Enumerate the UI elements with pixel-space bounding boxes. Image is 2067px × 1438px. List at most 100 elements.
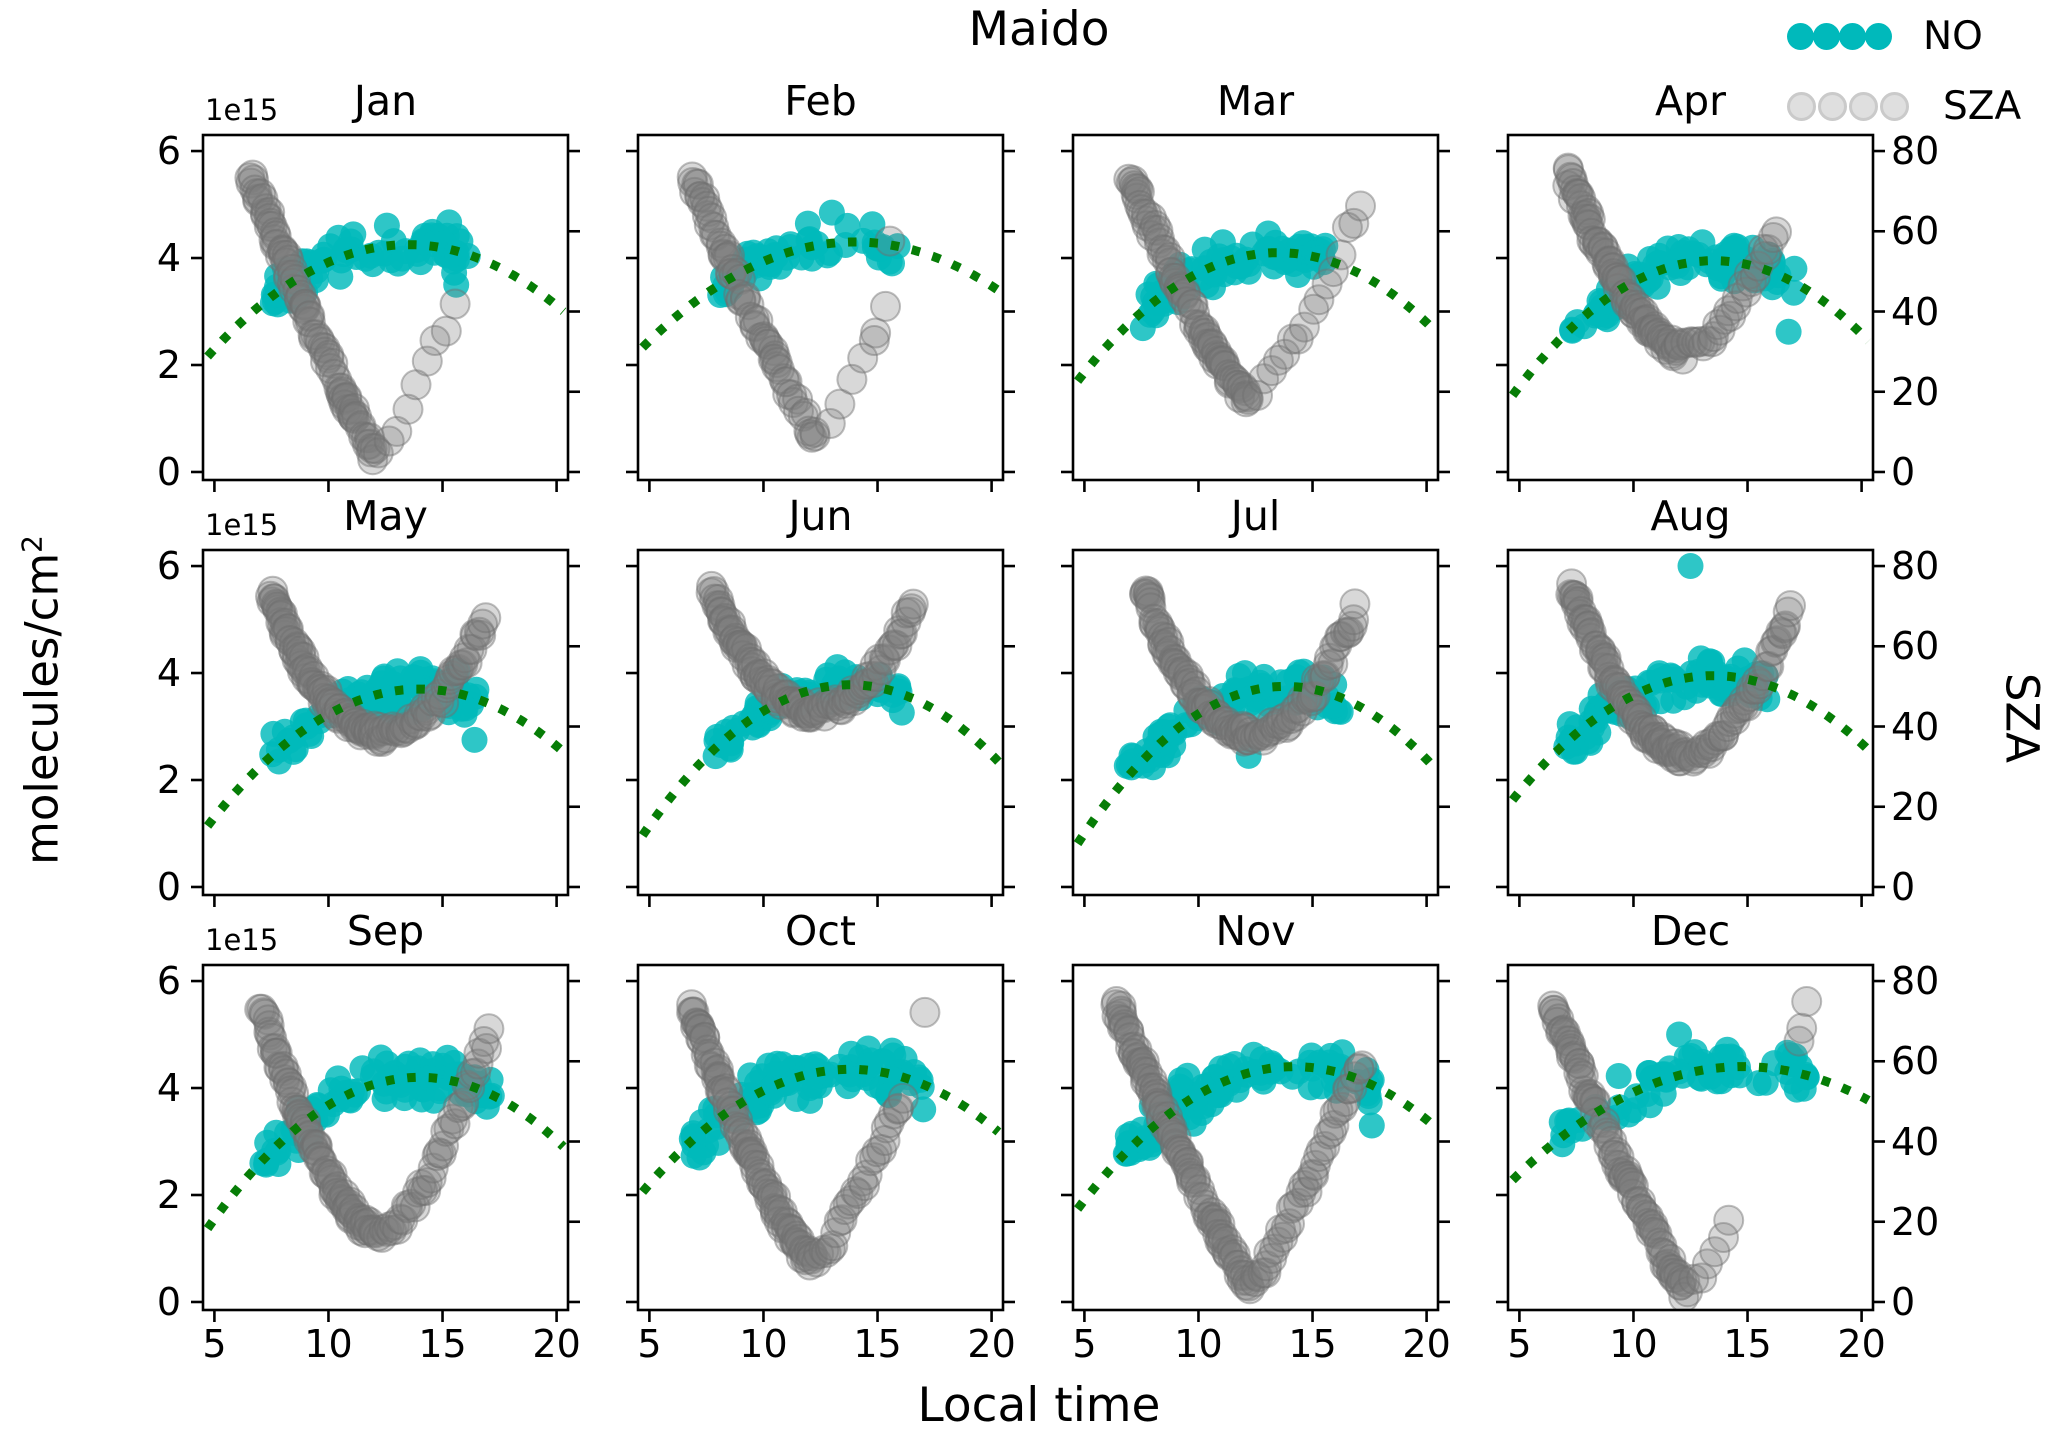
axes-frame: [1506, 548, 1875, 897]
axes-frame: [1506, 963, 1875, 1312]
sza-dot-icon: [1818, 92, 1847, 121]
sza-scatter: [1129, 575, 1371, 757]
x-tick-label: 20: [1402, 1322, 1451, 1366]
subplot-title: Apr: [1655, 77, 1726, 125]
plot-area: [1496, 133, 1885, 492]
no-dot-icon: [1813, 23, 1840, 50]
subplot-jun: Jun: [626, 492, 1015, 907]
y-axis-label-right: SZA: [1995, 672, 2049, 764]
data-layer: [204, 159, 567, 476]
y-right-tick-label: 0: [1891, 864, 1916, 909]
no-fit-curve: [1073, 681, 1437, 847]
offset-text: 1e15: [205, 93, 279, 127]
y-tick-label: 0: [156, 1279, 181, 1324]
x-tick-label: 20: [967, 1322, 1016, 1366]
no-fit-curve: [1509, 1062, 1871, 1184]
no-fit-curve: [638, 680, 1002, 838]
offset-text: 1e15: [205, 508, 279, 542]
legend-label-sza: SZA: [1943, 84, 2022, 129]
subplot-jul: Jul: [1061, 492, 1450, 907]
sza-dot-icon: [1787, 92, 1816, 121]
sza-scatter: [676, 161, 906, 453]
x-axis-label: Local time: [917, 1378, 1161, 1433]
axes-frame: [201, 133, 570, 482]
x-tick-label: 5: [1507, 1322, 1532, 1366]
y-tick-label: 6: [156, 544, 181, 589]
axes-frame: [201, 548, 570, 897]
subplot-title: Aug: [1650, 492, 1731, 540]
y-right-tick-label: 40: [1891, 1119, 1940, 1164]
no-fit-curve: [1074, 248, 1437, 384]
axis-ticks: [1061, 979, 1450, 1322]
subplot-title: Dec: [1650, 907, 1731, 955]
subplot-title: Oct: [785, 907, 856, 955]
axis-ticks: [626, 149, 1015, 492]
axes-frame: [201, 963, 570, 1312]
y-right-tick-label: 80: [1891, 129, 1940, 174]
no-fit-curve: [204, 684, 567, 829]
legend-label-no: NO: [1923, 14, 1983, 59]
axes-frame: [1071, 963, 1440, 1312]
no-fit-curve: [203, 1072, 567, 1232]
sza-scatter: [1100, 986, 1378, 1305]
x-tick-label: 20: [532, 1322, 581, 1366]
axes-frame: [636, 133, 1005, 482]
x-tick-label: 5: [1072, 1322, 1097, 1366]
plot-area: [191, 133, 580, 492]
axis-ticks: [1496, 149, 1885, 492]
plot-area: [1061, 548, 1450, 907]
subplot-oct: Oct: [626, 907, 1015, 1322]
plot-area: [626, 548, 1015, 907]
legend-entry-sza: SZA: [1787, 84, 2021, 129]
no-fit-curve: [1509, 256, 1872, 398]
y-right-tick-label: 20: [1891, 1199, 1940, 1244]
y-tick-label: 2: [156, 343, 181, 387]
data-layer: [639, 161, 1001, 453]
subplot-mar: Mar: [1061, 77, 1450, 492]
subplot-jan: Jan: [191, 77, 580, 492]
axes-frame: [1071, 548, 1440, 897]
no-fit-curve: [639, 1064, 1002, 1195]
y-tick-label: 0: [156, 864, 181, 909]
data-layer: [204, 575, 567, 829]
y-tick-label: 2: [156, 1173, 181, 1217]
x-tick-label: 10: [1609, 1322, 1658, 1366]
sza-scatter: [1113, 163, 1376, 418]
data-layer: [203, 993, 567, 1253]
y-tick-label: 4: [156, 651, 181, 696]
sza-dot-icon: [1849, 92, 1878, 121]
data-layer: [638, 570, 1002, 838]
axis-ticks: [1061, 149, 1450, 492]
no-scatter: [1129, 220, 1339, 342]
subplot-sep: Sep: [191, 907, 580, 1322]
sza-scatter: [244, 993, 505, 1253]
y-right-tick-label: 80: [1891, 544, 1940, 589]
axes-frame: [636, 548, 1005, 897]
data-layer: [1509, 553, 1872, 803]
y-right-tick-label: 0: [1891, 1279, 1916, 1324]
plot-area: [191, 963, 580, 1322]
axes-frame: [1506, 133, 1875, 482]
x-tick-label: 20: [1837, 1322, 1886, 1366]
y-axis-label-left: molecules/cm2: [15, 534, 69, 866]
subplot-feb: Feb: [626, 77, 1015, 492]
no-dot-icon: [1839, 23, 1866, 50]
x-tick-label: 15: [853, 1322, 902, 1366]
plot-area: [1496, 963, 1885, 1322]
y-right-tick-label: 60: [1891, 1039, 1940, 1084]
data-layer: [1509, 986, 1871, 1311]
axis-ticks: [1061, 564, 1450, 907]
no-scatter: [678, 1035, 937, 1171]
sza-dot-icon: [1880, 92, 1909, 121]
sza-legend-marker: [1787, 92, 1911, 121]
axis-ticks: [1496, 564, 1885, 907]
plot-area: [191, 548, 580, 907]
subplot-aug: Aug: [1496, 492, 1885, 907]
subplot-title: Mar: [1216, 77, 1295, 125]
axes-frame: [636, 963, 1005, 1312]
axis-ticks: [626, 564, 1015, 907]
data-layer: [1074, 986, 1437, 1305]
y-right-tick-label: 40: [1891, 704, 1940, 749]
plot-area: [626, 133, 1015, 492]
axis-ticks: [1496, 979, 1885, 1322]
